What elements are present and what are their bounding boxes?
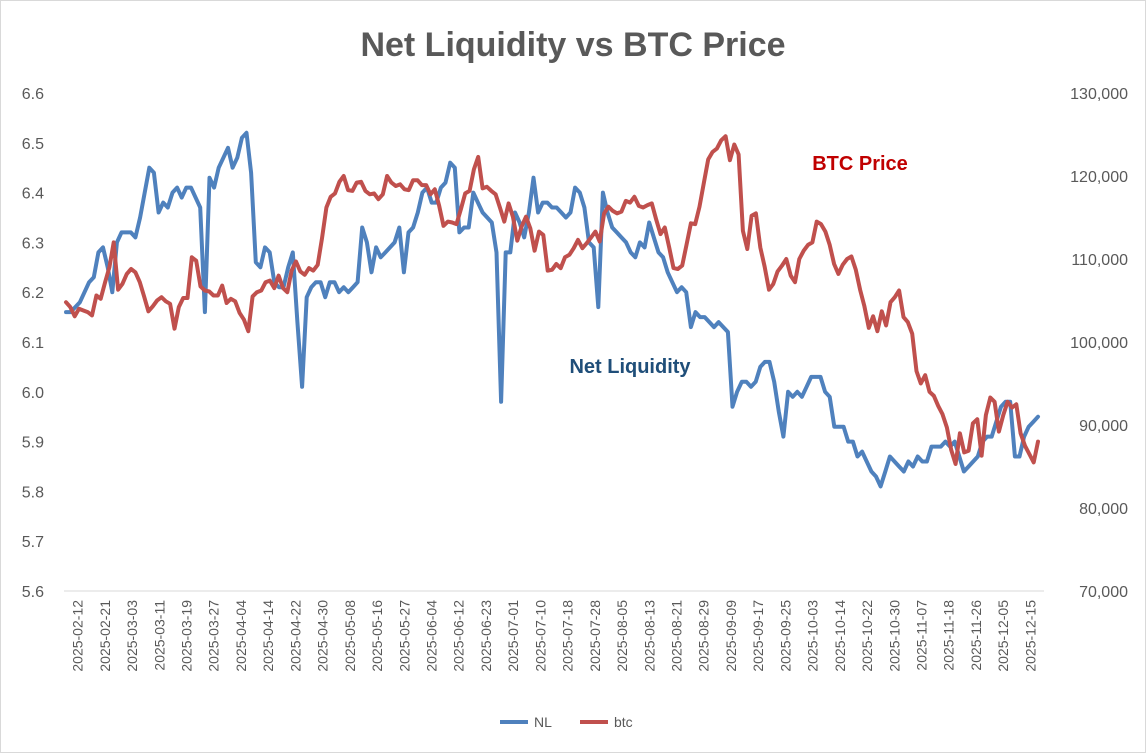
x-axis: 2025-02-12 2025-02-21 2025-03-03 2025-03-11… [64, 590, 1044, 672]
x-tick-label: 2025-06-04 [424, 600, 440, 672]
x-tick-label: 2025-08-21 [669, 600, 685, 672]
y-left-tick-label: 6.6 [22, 86, 44, 103]
x-tick-label: 2025-07-28 [587, 600, 603, 672]
y-right-tick-label: 120,000 [1070, 169, 1128, 186]
y-axis-left: 6.6 6.5 6.4 6.3 6.2 6.1 6.0 5.9 5.8 5.7 5.6 [22, 86, 44, 601]
x-tick-label: 2025-07-10 [532, 600, 548, 672]
y-left-tick-label: 6.4 [22, 186, 44, 203]
annotation-net-liquidity: Net Liquidity [569, 356, 691, 378]
y-left-tick-label: 5.8 [22, 484, 44, 501]
y-left-tick-label: 6.2 [22, 285, 44, 302]
x-tick-label: 2025-07-18 [560, 600, 576, 672]
y-right-tick-label: 100,000 [1070, 335, 1128, 352]
x-tick-label: 2025-04-22 [287, 600, 303, 672]
x-tick-label: 2025-10-03 [805, 600, 821, 672]
y-right-tick-label: 70,000 [1079, 584, 1128, 601]
x-tick-label: 2025-03-19 [179, 600, 195, 672]
x-tick-label: 2025-04-30 [315, 600, 331, 672]
annotation-btc-price: BTC Price [812, 153, 908, 175]
x-tick-label: 2025-05-27 [396, 600, 412, 672]
y-axis-right: 130,000 120,000 110,000 100,000 90,000 80,000… [1070, 86, 1128, 601]
x-tick-label: 2025-02-21 [97, 600, 113, 672]
x-tick-label: 2025-12-15 [1022, 600, 1038, 672]
y-right-tick-label: 80,000 [1079, 501, 1128, 518]
x-tick-label: 2025-08-13 [641, 600, 657, 672]
x-tick-label: 2025-08-29 [696, 600, 712, 672]
x-tick-label: 2025-04-04 [233, 600, 249, 672]
x-tick-label: 2025-10-14 [832, 600, 848, 672]
x-tick-label: 2025-05-16 [369, 600, 385, 672]
x-tick-label: 2025-06-23 [478, 600, 494, 672]
y-left-tick-label: 6.1 [22, 335, 44, 352]
x-tick-label: 2025-06-12 [451, 600, 467, 672]
x-tick-label: 2025-08-05 [614, 600, 630, 672]
y-left-tick-label: 6.3 [22, 235, 44, 252]
y-left-tick-label: 5.9 [22, 435, 44, 452]
x-tick-label: 2025-12-05 [995, 600, 1011, 672]
y-left-tick-label: 5.7 [22, 534, 44, 551]
legend: NL btc [500, 714, 633, 730]
x-tick-label: 2025-11-07 [914, 600, 930, 671]
y-right-tick-label: 110,000 [1071, 252, 1128, 269]
x-tick-label: 2025-11-18 [941, 600, 957, 671]
x-tick-label: 2025-10-30 [886, 600, 902, 672]
y-right-tick-label: 90,000 [1079, 418, 1128, 435]
x-tick-label: 2025-09-17 [750, 600, 766, 672]
x-tick-label: 2025-03-27 [206, 600, 222, 672]
x-tick-label: 2025-04-14 [260, 600, 276, 672]
x-tick-label: 2025-07-01 [505, 600, 521, 672]
y-left-tick-label: 6.5 [22, 136, 44, 153]
x-tick-label: 2025-09-25 [777, 600, 793, 672]
legend-label-nl: NL [534, 714, 552, 730]
chart-title: Net Liquidity vs BTC Price [360, 26, 785, 64]
x-tick-label: 2025-03-03 [124, 600, 140, 672]
x-tick-label: 2025-09-09 [723, 600, 739, 672]
series-line-btc [64, 134, 1040, 466]
series-layer [64, 130, 1040, 489]
y-right-tick-label: 130,000 [1070, 86, 1128, 103]
y-left-tick-label: 6.0 [22, 385, 44, 402]
series-line-nl [64, 130, 1040, 489]
x-tick-label: 2025-11-26 [968, 600, 984, 671]
legend-label-btc: btc [614, 714, 633, 730]
x-tick-label: 2025-05-08 [342, 600, 358, 672]
x-tick-label: 2025-03-11 [151, 600, 167, 671]
x-tick-label: 2025-02-12 [70, 600, 86, 672]
y-left-tick-label: 5.6 [22, 584, 44, 601]
x-tick-label: 2025-10-22 [859, 600, 875, 672]
